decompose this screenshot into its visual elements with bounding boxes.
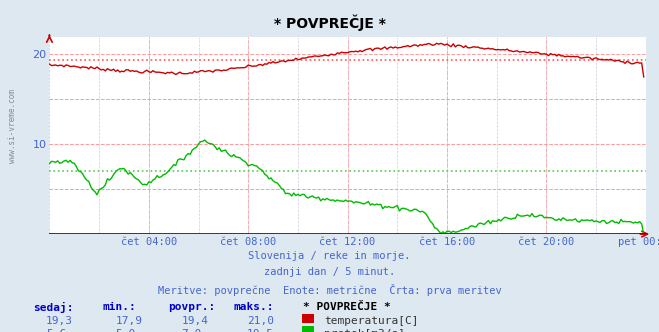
Text: 10,5: 10,5 bbox=[247, 329, 274, 332]
Text: Slovenija / reke in morje.: Slovenija / reke in morje. bbox=[248, 251, 411, 261]
Text: Meritve: povprečne  Enote: metrične  Črta: prva meritev: Meritve: povprečne Enote: metrične Črta:… bbox=[158, 284, 501, 296]
Text: 5,6: 5,6 bbox=[46, 329, 67, 332]
Text: min.:: min.: bbox=[102, 302, 136, 312]
Text: 19,4: 19,4 bbox=[181, 316, 208, 326]
Text: pretok[m3/s]: pretok[m3/s] bbox=[324, 329, 405, 332]
Text: 7,0: 7,0 bbox=[181, 329, 202, 332]
Text: 21,0: 21,0 bbox=[247, 316, 274, 326]
Text: 19,3: 19,3 bbox=[46, 316, 73, 326]
Text: sedaj:: sedaj: bbox=[33, 302, 73, 313]
Text: * POVPREČJE *: * POVPREČJE * bbox=[273, 15, 386, 32]
Text: maks.:: maks.: bbox=[234, 302, 274, 312]
Text: temperatura[C]: temperatura[C] bbox=[324, 316, 418, 326]
Text: 17,9: 17,9 bbox=[115, 316, 142, 326]
Text: * POVPREČJE *: * POVPREČJE * bbox=[303, 302, 391, 312]
Text: www.si-vreme.com: www.si-vreme.com bbox=[8, 89, 17, 163]
Text: zadnji dan / 5 minut.: zadnji dan / 5 minut. bbox=[264, 267, 395, 277]
Text: povpr.:: povpr.: bbox=[168, 302, 215, 312]
Text: 5,0: 5,0 bbox=[115, 329, 136, 332]
